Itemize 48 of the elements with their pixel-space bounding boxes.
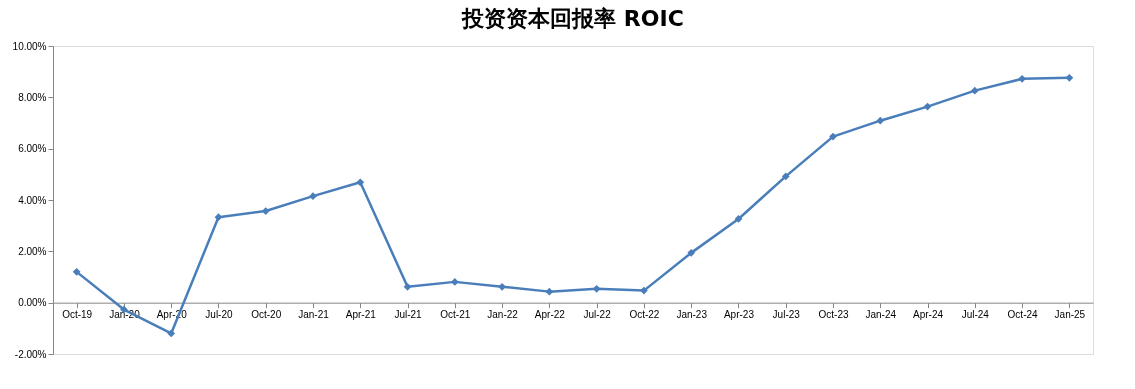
point (403, 282, 412, 291)
y-tick-label: 8.00% (18, 91, 47, 103)
y-tick-label: 10.00% (12, 40, 47, 52)
x-tick-label: Oct-22 (629, 309, 660, 321)
x-tick-label: Apr-22 (534, 309, 566, 321)
y-tick-label: -2.00% (14, 348, 47, 360)
x-tick-label: Jan-24 (865, 309, 897, 321)
point (640, 286, 648, 295)
y-tick-label: 6.00% (18, 143, 47, 155)
x-tick-label: Apr-21 (345, 309, 377, 321)
point (309, 192, 317, 201)
x-tick-label: Apr-24 (913, 309, 944, 321)
point (498, 282, 506, 291)
point (450, 278, 459, 286)
x-tick-label: Jul-23 (772, 309, 801, 321)
point (1065, 73, 1074, 82)
point (687, 249, 696, 257)
point (261, 207, 270, 215)
x-tick-label: Apr-23 (723, 309, 755, 321)
x-tick-label: Jul-20 (205, 309, 233, 321)
x-tick-label: Oct-19 (62, 309, 93, 321)
x-tick-label: Jan-23 (676, 309, 708, 321)
point (829, 132, 837, 141)
y-tick-label: 2.00% (18, 245, 47, 257)
point (545, 287, 554, 296)
x-tick-label: Jan-25 (1054, 309, 1086, 321)
point (781, 172, 790, 181)
x-tick-label: Jul-22 (583, 309, 612, 321)
x-tick-label: Jan-22 (487, 309, 519, 321)
x-tick-label: Oct-24 (1007, 309, 1039, 321)
point (592, 284, 601, 293)
x-tick-label: Jan-21 (298, 309, 330, 321)
y-tick-label: 4.00% (18, 194, 47, 206)
point (734, 215, 743, 223)
chart-title: 投资资本回报率 ROIC (461, 6, 684, 31)
y-tick-label: 0.00% (18, 297, 47, 309)
point (72, 267, 81, 276)
point (1018, 74, 1026, 83)
point (356, 178, 365, 187)
x-tick-label: Jul-24 (961, 309, 990, 321)
x-tick-label: Oct-20 (251, 309, 282, 321)
x-tick-label: Jul-21 (394, 309, 423, 321)
point (214, 213, 223, 222)
point (970, 86, 979, 95)
point (167, 329, 176, 338)
x-tick-label: Oct-21 (440, 309, 471, 321)
x-tick-label: Oct-23 (818, 309, 849, 321)
point (876, 116, 885, 125)
